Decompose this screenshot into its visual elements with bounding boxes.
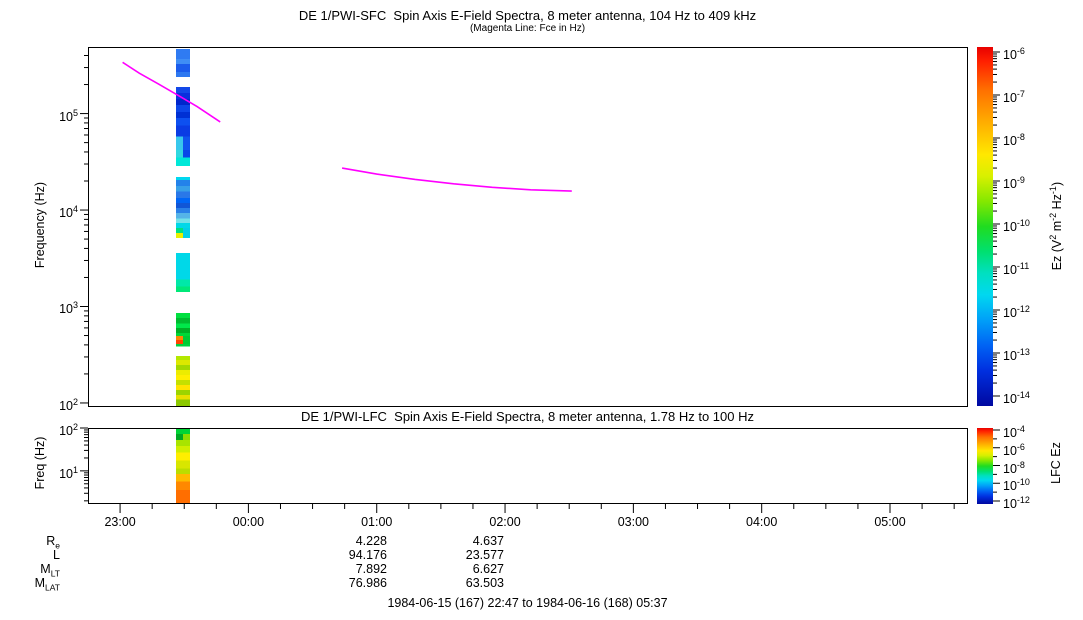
x-tick-label: 23:00 bbox=[104, 515, 136, 529]
sfc-plot-area bbox=[88, 47, 968, 407]
sfc-colorbar bbox=[977, 47, 993, 406]
colorbar-tick-label: 10-12 bbox=[1003, 495, 1030, 512]
orbit-row-label: Re bbox=[0, 534, 60, 551]
colorbar-tick-label: 10-10 bbox=[1003, 477, 1030, 494]
colorbar-tick-label: 10-13 bbox=[1003, 347, 1030, 364]
orbit-value: 4.637 bbox=[472, 534, 504, 548]
colorbar-tick-label: 10-4 bbox=[1003, 424, 1025, 441]
orbit-label-l: L bbox=[53, 548, 60, 562]
colorbar-tick-label: 10-6 bbox=[1003, 46, 1025, 63]
orbit-value: 6.627 bbox=[472, 562, 504, 576]
colorbar-tick-label: 10-8 bbox=[1003, 459, 1025, 476]
time-range-caption: 1984-06-15 (167) 22:47 to 1984-06-16 (16… bbox=[387, 596, 668, 610]
x-tick-label: 05:00 bbox=[874, 515, 906, 529]
colorbar-tick-label: 10-14 bbox=[1003, 390, 1030, 407]
lfc-plot-area bbox=[88, 428, 968, 504]
y-tick-label: 102 bbox=[59, 422, 78, 439]
orbit-value: 7.892 bbox=[355, 562, 387, 576]
orbit-label-mlt-sub: LT bbox=[50, 568, 60, 579]
orbit-value: 23.577 bbox=[465, 548, 504, 562]
lfc-colorbar bbox=[977, 428, 993, 504]
lfc-title: DE 1/PWI-LFC Spin Axis E-Field Spectra, … bbox=[300, 409, 755, 424]
colorbar-tick-label: 10-10 bbox=[1003, 218, 1030, 235]
orbit-value: 94.176 bbox=[348, 548, 387, 562]
lfc-colorbar-label: LFC Ez bbox=[1049, 442, 1063, 484]
sfc-title: DE 1/PWI-SFC Spin Axis E-Field Spectra, … bbox=[298, 8, 757, 23]
x-tick-label: 03:00 bbox=[617, 515, 649, 529]
colorbar-tick-label: 10-12 bbox=[1003, 304, 1030, 321]
x-tick-label: 04:00 bbox=[746, 515, 778, 529]
sfc-colorbar-label: Ez (V2 m-2 Hz-1) bbox=[1047, 181, 1065, 271]
y-tick-label: 101 bbox=[59, 464, 78, 482]
orbit-value: 63.503 bbox=[465, 576, 504, 590]
colorbar-tick-label: 10-6 bbox=[1003, 441, 1025, 458]
y-tick-label: 104 bbox=[59, 204, 78, 221]
colorbar-tick-label: 10-7 bbox=[1003, 89, 1025, 106]
y-tick-label: 103 bbox=[59, 300, 78, 317]
y-tick-label: 105 bbox=[59, 107, 78, 124]
orbit-label-re: R bbox=[46, 534, 56, 548]
orbit-value: 4.228 bbox=[355, 534, 387, 548]
x-tick-label: 00:00 bbox=[232, 515, 265, 529]
y-tick-label: 102 bbox=[59, 396, 78, 414]
x-tick-label: 01:00 bbox=[361, 515, 393, 529]
orbit-label-re-sub: e bbox=[55, 540, 60, 551]
colorbar-tick-label: 10-8 bbox=[1003, 132, 1025, 149]
orbit-label-mlat-sub: LAT bbox=[45, 582, 60, 593]
orbit-row-label: MLT bbox=[0, 562, 60, 579]
colorbar-tick-label: 10-11 bbox=[1003, 261, 1030, 278]
colorbar-tick-label: 10-9 bbox=[1003, 175, 1025, 192]
sfc-subtitle: (Magenta Line: Fce in Hz) bbox=[469, 23, 586, 34]
orbit-row-label: MLAT bbox=[0, 576, 60, 593]
x-tick-label: 02:00 bbox=[489, 515, 521, 529]
orbit-label-mlt: M bbox=[40, 562, 51, 576]
orbit-value: 76.986 bbox=[348, 576, 387, 590]
orbit-label-mlat: M bbox=[34, 576, 46, 590]
orbit-row-label: L bbox=[0, 548, 60, 565]
